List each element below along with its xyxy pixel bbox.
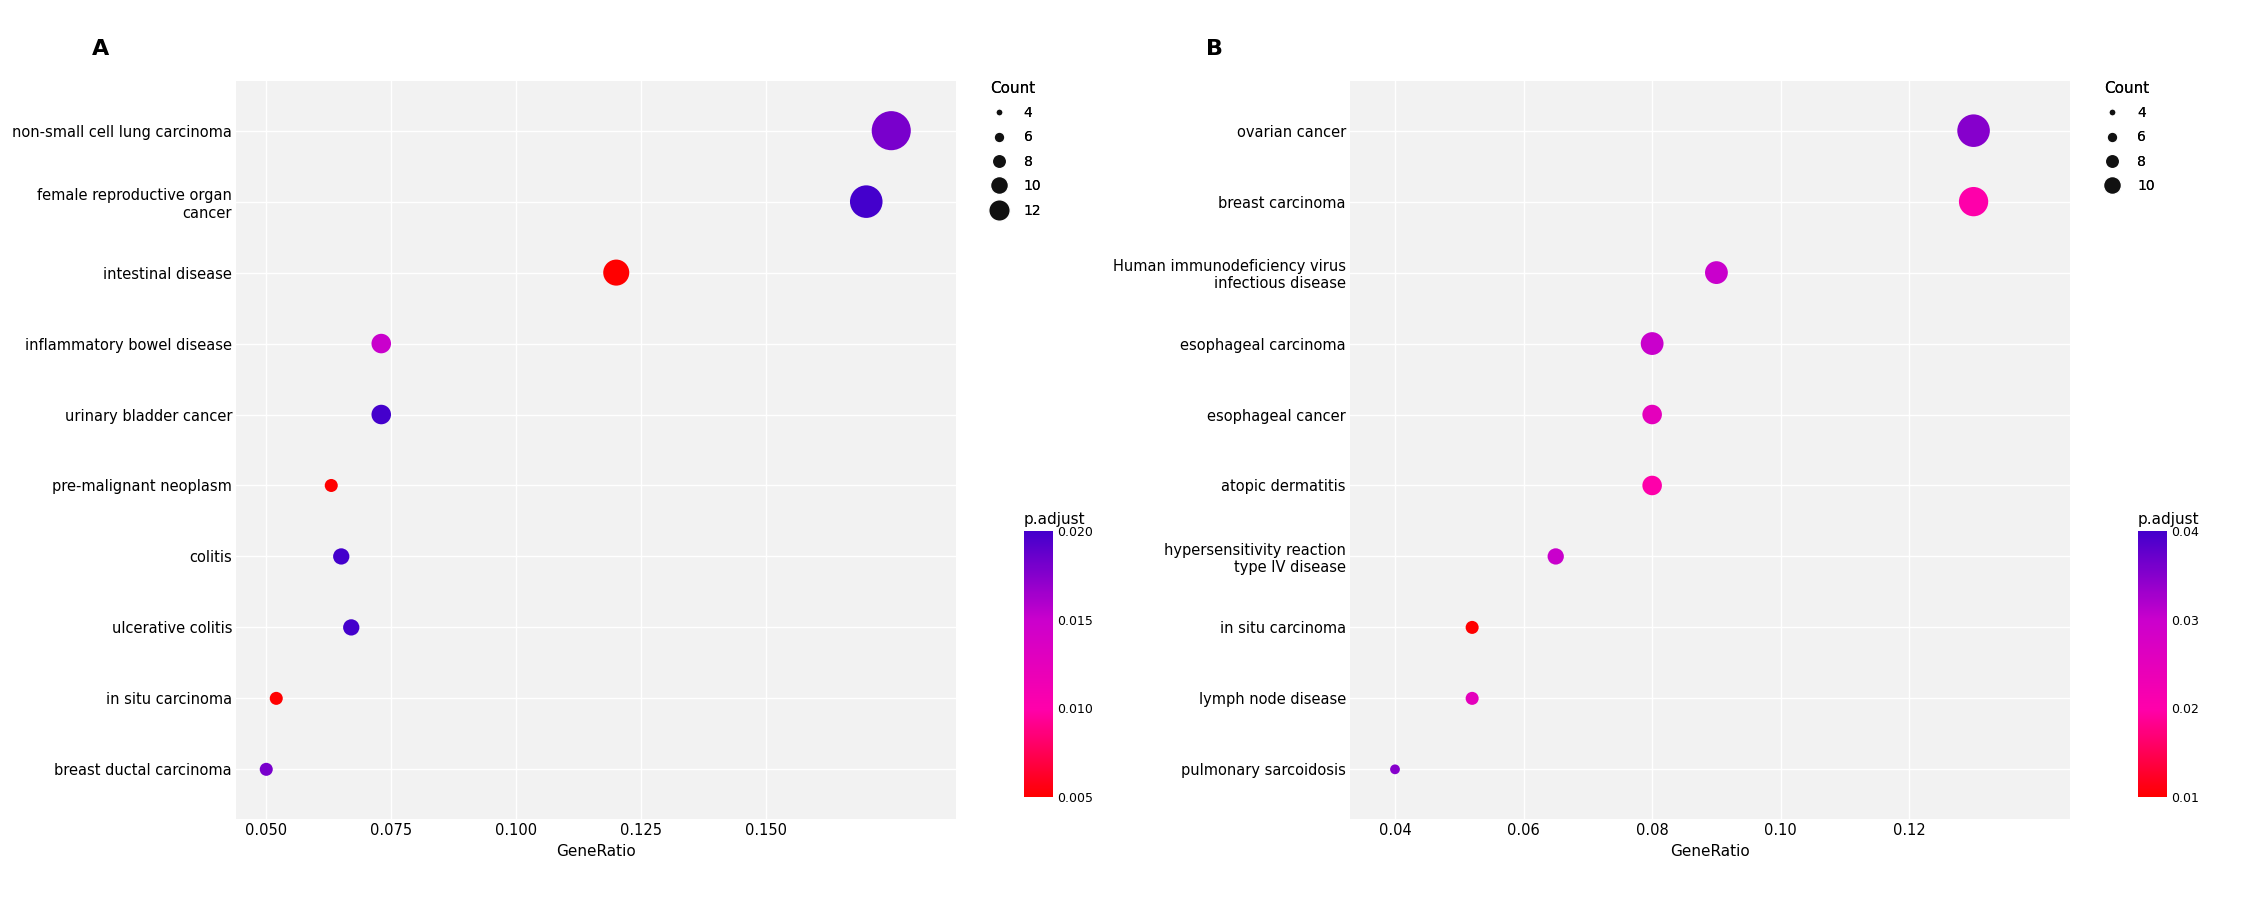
Point bbox=[1537, 549, 1573, 563]
Point bbox=[1454, 620, 1490, 634]
X-axis label: GeneRatio: GeneRatio bbox=[556, 843, 637, 859]
Point bbox=[873, 123, 909, 138]
Point bbox=[1634, 337, 1670, 351]
Point bbox=[1377, 762, 1413, 777]
Point bbox=[259, 691, 295, 706]
Point bbox=[1634, 408, 1670, 422]
Point bbox=[248, 762, 284, 777]
Legend: 4, 6, 8, 10, 12: 4, 6, 8, 10, 12 bbox=[986, 81, 1042, 218]
Point bbox=[362, 337, 398, 351]
Point bbox=[1699, 266, 1735, 280]
Point bbox=[598, 266, 634, 280]
X-axis label: GeneRatio: GeneRatio bbox=[1670, 843, 1750, 859]
Point bbox=[1955, 194, 1991, 209]
Point bbox=[1955, 123, 1991, 138]
Text: p.adjust: p.adjust bbox=[2138, 512, 2198, 527]
Point bbox=[848, 194, 884, 209]
Text: A: A bbox=[92, 39, 110, 58]
Legend: 4, 6, 8, 10: 4, 6, 8, 10 bbox=[2099, 81, 2156, 194]
Text: p.adjust: p.adjust bbox=[1024, 512, 1084, 527]
Point bbox=[333, 620, 369, 634]
Point bbox=[324, 549, 360, 563]
Point bbox=[313, 478, 349, 492]
Point bbox=[1454, 691, 1490, 706]
Point bbox=[1634, 478, 1670, 492]
Text: B: B bbox=[1206, 39, 1224, 58]
Point bbox=[362, 408, 398, 422]
